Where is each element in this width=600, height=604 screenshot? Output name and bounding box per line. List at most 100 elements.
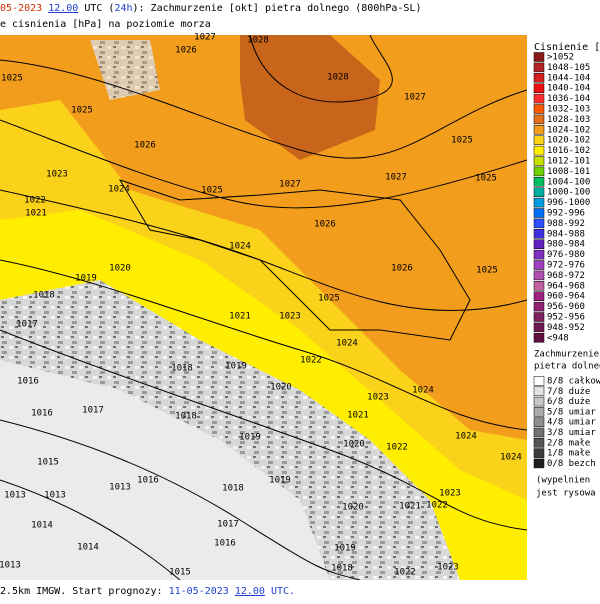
legend-label: 992-996 bbox=[547, 209, 585, 219]
cloud-swatch bbox=[533, 448, 545, 458]
isobar-label: 1025 bbox=[318, 294, 340, 304]
cloud-legend-title: pietra dolneg bbox=[534, 362, 600, 372]
legend-label: 1036-104 bbox=[547, 94, 590, 104]
legend-label: 988-992 bbox=[547, 219, 585, 229]
legend-swatch bbox=[533, 93, 545, 104]
isobar-label: 1015 bbox=[169, 568, 191, 578]
legend-label: 980-984 bbox=[547, 240, 585, 250]
isobar-label: 1013 bbox=[4, 491, 26, 501]
isobar-label: 1023 bbox=[279, 312, 301, 322]
legend-label: 984-988 bbox=[547, 229, 585, 239]
legend-swatch bbox=[533, 135, 545, 145]
isobar-label: 1018 bbox=[331, 564, 353, 574]
isobar-label: 1021 bbox=[229, 312, 251, 322]
isobar-label: 1020 bbox=[270, 383, 292, 393]
cloud-label: 3/8 umiar bbox=[547, 428, 596, 438]
isobar-label: 1016 bbox=[214, 539, 236, 549]
cloud-swatch bbox=[533, 396, 545, 407]
legend-label: 1044-104 bbox=[547, 73, 590, 83]
legend-swatch bbox=[533, 281, 545, 291]
legend-label: 1000-100 bbox=[547, 188, 590, 198]
isobar-label: 1019 bbox=[225, 362, 247, 372]
legend-swatch bbox=[533, 114, 545, 125]
legend-label: 1020-102 bbox=[547, 136, 590, 146]
isobar-label: 1019 bbox=[334, 544, 356, 554]
legend-label: 976-980 bbox=[547, 250, 585, 260]
legend-label: 968-972 bbox=[547, 271, 585, 281]
isobar-label: 1016 bbox=[17, 377, 39, 387]
isobar-label: 1023 bbox=[46, 170, 68, 180]
isobar-label: 1025 bbox=[476, 266, 498, 276]
isobar-label: 1026 bbox=[391, 264, 413, 274]
legend-swatch bbox=[533, 322, 545, 333]
legend-label: >1052 bbox=[547, 53, 574, 63]
legend-label: 1032-103 bbox=[547, 105, 590, 115]
cloud-label: 6/8 duże bbox=[547, 397, 590, 407]
isobar-label: 1024 bbox=[412, 386, 434, 396]
legend-swatch bbox=[533, 125, 545, 135]
cloud-legend-title: Zachmurzenie bbox=[534, 350, 599, 360]
isobar-label: 1022 bbox=[300, 356, 322, 366]
isobar-label: 1018 bbox=[171, 364, 193, 374]
legend-swatch bbox=[533, 104, 545, 114]
isobar-label: 1014 bbox=[31, 521, 53, 531]
isobar-label: 1019 bbox=[75, 274, 97, 284]
isobar-label: 1017 bbox=[82, 406, 104, 416]
legend-label: 948-952 bbox=[547, 323, 585, 333]
legend-swatch bbox=[533, 291, 545, 301]
legend-label: 956-960 bbox=[547, 302, 585, 312]
legend-swatch bbox=[533, 249, 545, 260]
isobar-label: 1013 bbox=[0, 561, 21, 571]
legend-label: 960-964 bbox=[547, 292, 585, 302]
legend-label: 1008-101 bbox=[547, 167, 590, 177]
isobar-label: 1024 bbox=[455, 432, 477, 442]
isobar-label: 1015 bbox=[37, 458, 59, 468]
isobar-label: 1027 bbox=[385, 173, 407, 183]
cloud-swatch bbox=[533, 417, 545, 427]
legend-swatch bbox=[533, 229, 545, 239]
legend-label: 996-1000 bbox=[547, 198, 590, 208]
isobar-label: 1017 bbox=[217, 520, 239, 530]
isobar-label: 1016 bbox=[137, 476, 159, 486]
legend-label: 952-956 bbox=[547, 313, 585, 323]
legend-swatch bbox=[533, 145, 545, 156]
isobar-label: 1019 bbox=[239, 433, 261, 443]
cloud-swatch bbox=[533, 407, 545, 417]
isobar-label: 1026 bbox=[175, 46, 197, 56]
isobar-label: 1018 bbox=[33, 291, 55, 301]
cloud-swatch bbox=[533, 376, 545, 386]
legend-label: 1016-102 bbox=[547, 146, 590, 156]
header-line1: 05-2023 12.00 UTC (24h): Zachmurzenie [o… bbox=[0, 3, 421, 14]
isobar-label: 1025 bbox=[451, 136, 473, 146]
header-line2: e cisnienia [hPa] na poziomie morza bbox=[0, 19, 211, 30]
cloud-label: 1/8 małe bbox=[547, 449, 590, 459]
isobar-label: 1025 bbox=[201, 186, 223, 196]
cloud-swatch bbox=[533, 427, 545, 438]
cloud-label: 4/8 umiar bbox=[547, 418, 596, 428]
legend-label: 1048-105 bbox=[547, 63, 590, 73]
legend-label: 1028-103 bbox=[547, 115, 590, 125]
cloud-label: 5/8 umiar bbox=[547, 407, 596, 417]
isobar-label: 1020 bbox=[342, 503, 364, 513]
isobar-label: 1018 bbox=[222, 484, 244, 494]
legend-swatch bbox=[533, 166, 545, 177]
footer: 2.5km IMGW. Start prognozy: 11-05-2023 1… bbox=[0, 586, 295, 597]
isobar-label: 1025 bbox=[71, 106, 93, 116]
legend-swatch bbox=[533, 73, 545, 83]
isobar-label: 1022 bbox=[426, 501, 448, 511]
legend-label: 1024-102 bbox=[547, 125, 590, 135]
legend-swatch bbox=[533, 270, 545, 281]
cloud-note: (wypelnien bbox=[536, 476, 590, 486]
cloud-note: jest rysowa bbox=[536, 489, 596, 499]
isobar-label: 1026 bbox=[314, 220, 336, 230]
isobar-label: 1027 bbox=[194, 33, 216, 43]
isobar-label: 1028 bbox=[247, 36, 269, 46]
legend-swatch bbox=[533, 312, 545, 322]
cloud-swatch bbox=[533, 458, 545, 469]
legend-swatch bbox=[533, 156, 545, 166]
legend-swatch bbox=[533, 333, 545, 343]
cloud-label: 0/8 bezch bbox=[547, 459, 596, 469]
cloud-label: 8/8 całkow bbox=[547, 377, 600, 387]
isobar-label: 1024 bbox=[500, 453, 522, 463]
